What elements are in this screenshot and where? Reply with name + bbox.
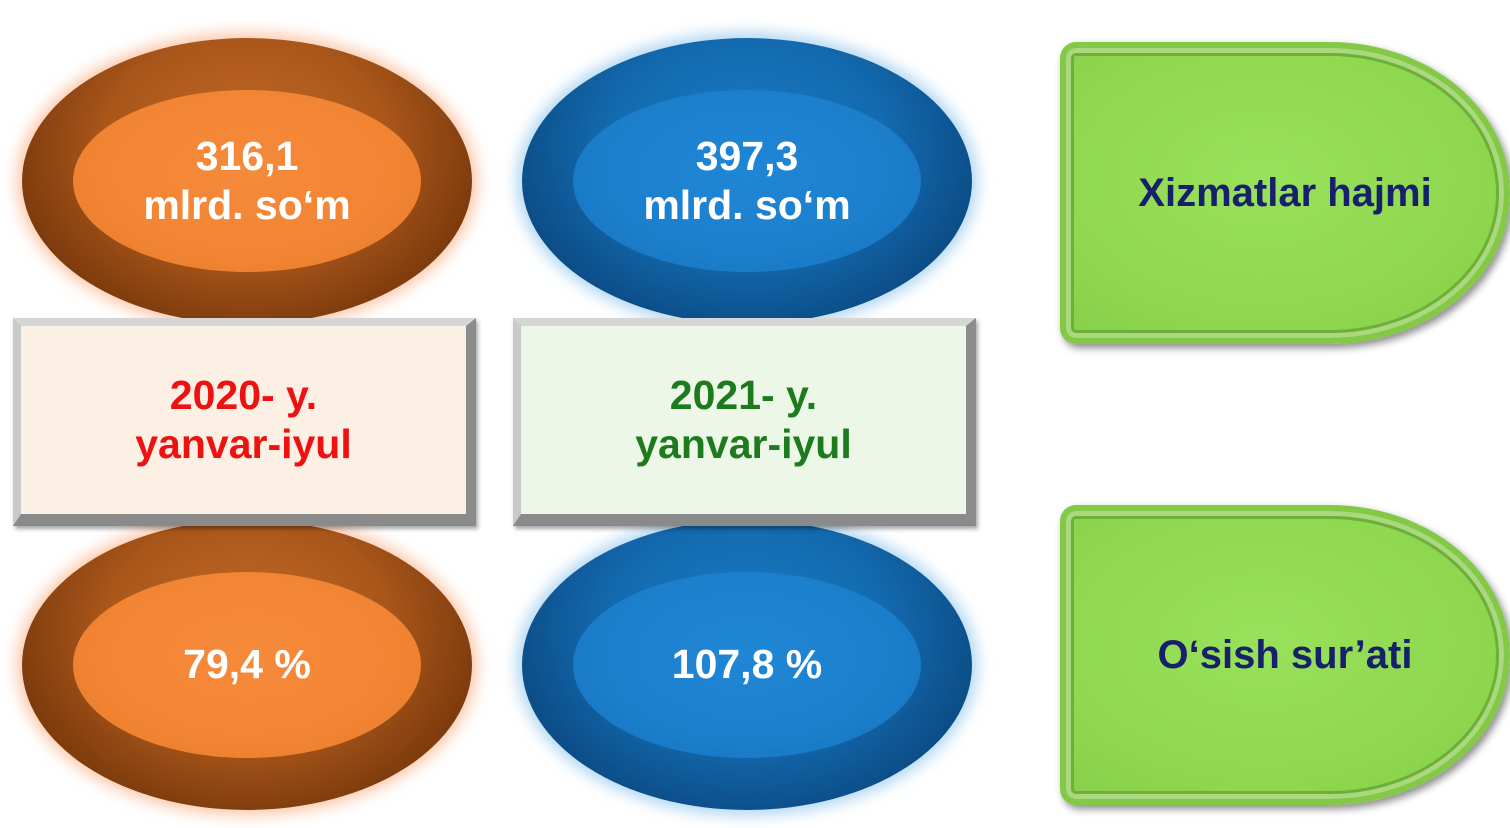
growth-label-tab: O‘sish sur’ati (1060, 505, 1510, 805)
volume-label-text: Xizmatlar hajmi (1138, 170, 1432, 215)
growth-2020-value: 79,4 % (183, 641, 311, 688)
volume-label-tab: Xizmatlar hajmi (1060, 42, 1510, 344)
period-2020-box: 2020- y. yanvar-iyul (13, 318, 476, 526)
period-2021-year: 2021- y. (669, 371, 818, 418)
volume-2021-value: 397,3 (695, 132, 799, 179)
growth-2020-oval-highlight (73, 572, 421, 758)
volume-2021-text: 397,3 mlrd. so‘m (643, 132, 850, 230)
volume-2021-unit: mlrd. so‘m (643, 182, 851, 228)
growth-2021-oval: 107,8 % (522, 520, 972, 810)
period-2020-range: yanvar-iyul (135, 421, 352, 467)
growth-2020-oval: 79,4 % (22, 520, 472, 810)
growth-label-text: O‘sish sur’ati (1157, 632, 1413, 677)
volume-2020-oval-highlight (73, 90, 421, 272)
period-2020-year: 2020- y. (169, 371, 318, 418)
period-2021-box: 2021- y. yanvar-iyul (513, 318, 976, 526)
volume-2020-unit: mlrd. so‘m (143, 182, 351, 228)
growth-2021-oval-highlight (573, 572, 921, 758)
volume-2020-text: 316,1 mlrd. so‘m (143, 132, 350, 230)
volume-2020-oval: 316,1 mlrd. so‘m (22, 38, 472, 324)
volume-2021-oval-highlight (573, 90, 921, 272)
growth-2021-value: 107,8 % (671, 641, 823, 688)
volume-2021-oval: 397,3 mlrd. so‘m (522, 38, 972, 324)
volume-2020-value: 316,1 (195, 132, 299, 179)
period-2021-range: yanvar-iyul (635, 421, 852, 467)
